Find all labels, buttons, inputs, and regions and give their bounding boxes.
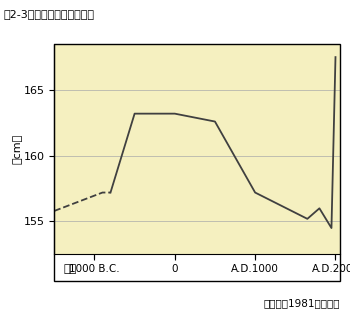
Text: （平本　1981による）: （平本 1981による）: [263, 298, 340, 308]
Y-axis label: （cm）: （cm）: [12, 134, 22, 164]
Text: A.D.1000: A.D.1000: [231, 264, 279, 274]
Text: A.D.2000: A.D.2000: [312, 264, 350, 274]
Text: 0: 0: [172, 264, 178, 274]
Text: 年代: 年代: [64, 264, 77, 274]
Text: 図2-3　日本人の身長の変化: 図2-3 日本人の身長の変化: [4, 9, 94, 19]
Text: 1000 B.C.: 1000 B.C.: [69, 264, 120, 274]
